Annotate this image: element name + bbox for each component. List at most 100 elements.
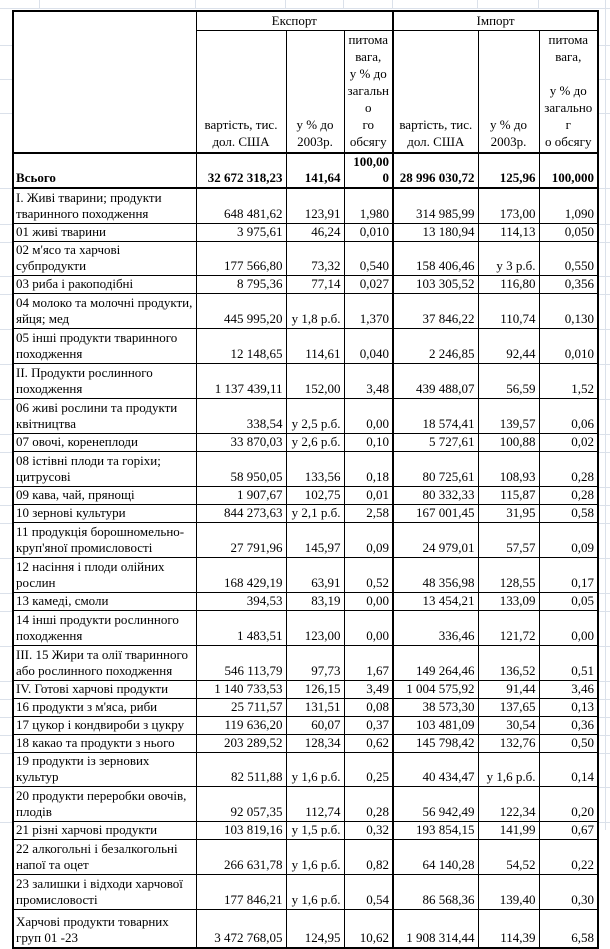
export-value-cell[interactable]: 92 057,35: [195, 786, 287, 822]
export-value-cell[interactable]: 119 636,20: [195, 716, 287, 735]
import-value-cell[interactable]: 314 985,99: [392, 187, 479, 224]
import-pct-cell[interactable]: 100,88: [477, 433, 540, 452]
import-value-cell[interactable]: 86 568,36: [392, 874, 479, 910]
import-value-cell[interactable]: 64 140,28: [392, 839, 479, 875]
import-share-cell[interactable]: 0,22: [538, 839, 599, 875]
import-value-cell[interactable]: 145 798,42: [392, 734, 479, 753]
export-share-cell[interactable]: 2,58: [343, 504, 394, 523]
import-share-cell[interactable]: 0,02: [538, 433, 599, 452]
export-share-cell[interactable]: 0,00: [343, 610, 394, 646]
row-label-cell[interactable]: 12 насіння і плоди олійних рослин: [12, 557, 197, 593]
export-value-header[interactable]: вартість, тис. дол. США: [195, 30, 287, 154]
export-share-cell[interactable]: 1,980: [343, 187, 394, 224]
export-value-cell[interactable]: 58 950,05: [195, 451, 287, 487]
export-pct-cell[interactable]: 114,61: [285, 328, 345, 364]
export-share-cell[interactable]: 0,18: [343, 451, 394, 487]
import-value-cell[interactable]: 56 942,49: [392, 786, 479, 822]
import-share-cell[interactable]: 1,52: [538, 363, 599, 399]
row-label-cell[interactable]: 02 м'ясо та харчові субпродукти: [12, 241, 197, 276]
corner-cell[interactable]: [12, 10, 197, 154]
export-pct-cell[interactable]: у 1,5 р.б.: [285, 821, 345, 840]
export-pct-cell[interactable]: 128,34: [285, 734, 345, 753]
export-pct-header[interactable]: у % до 2003р.: [285, 30, 345, 154]
import-value-cell[interactable]: 28 996 030,72: [392, 152, 479, 189]
export-value-cell[interactable]: 168 429,19: [195, 557, 287, 593]
export-value-cell[interactable]: 844 273,63: [195, 504, 287, 523]
row-label-cell[interactable]: 04 молоко та молочні продукти, яйця; мед: [12, 293, 197, 329]
export-value-cell[interactable]: 338,54: [195, 398, 287, 434]
import-pct-cell[interactable]: 31,95: [477, 504, 540, 523]
export-pct-cell[interactable]: у 1,6 р.б.: [285, 839, 345, 875]
import-pct-cell[interactable]: 173,00: [477, 187, 540, 224]
export-pct-cell[interactable]: 83,19: [285, 592, 345, 611]
row-label-cell[interactable]: 16 продукти з м'яса, риби: [12, 698, 197, 717]
export-share-cell[interactable]: 0,00: [343, 398, 394, 434]
row-label-cell[interactable]: 10 зернові культури: [12, 504, 197, 523]
import-pct-cell[interactable]: 121,72: [477, 610, 540, 646]
export-pct-cell[interactable]: 63,91: [285, 557, 345, 593]
row-label-cell[interactable]: II. Продукти рослинного походження: [12, 363, 197, 399]
import-value-cell[interactable]: 80 725,61: [392, 451, 479, 487]
export-share-cell[interactable]: 0,01: [343, 486, 394, 505]
export-pct-cell[interactable]: у 2,1 р.б.: [285, 504, 345, 523]
row-label-cell[interactable]: 19 продукти із зернових культур: [12, 752, 197, 787]
import-value-cell[interactable]: 40 434,47: [392, 752, 479, 787]
export-share-cell[interactable]: 100,000: [343, 152, 394, 189]
import-value-header[interactable]: вартість, тис. дол. США: [392, 30, 479, 154]
import-pct-cell[interactable]: 114,13: [477, 223, 540, 242]
row-label-cell[interactable]: Харчові продукти товарних груп 01 -23: [12, 909, 197, 949]
import-share-cell[interactable]: 0,00: [538, 610, 599, 646]
export-share-cell[interactable]: 3,48: [343, 363, 394, 399]
export-value-cell[interactable]: 266 631,78: [195, 839, 287, 875]
export-value-cell[interactable]: 25 711,57: [195, 698, 287, 717]
export-pct-cell[interactable]: 126,15: [285, 680, 345, 699]
export-share-cell[interactable]: 0,37: [343, 716, 394, 735]
export-pct-cell[interactable]: 145,97: [285, 522, 345, 558]
import-share-cell[interactable]: 0,28: [538, 451, 599, 487]
export-value-cell[interactable]: 12 148,65: [195, 328, 287, 364]
export-value-cell[interactable]: 33 870,03: [195, 433, 287, 452]
row-label-cell[interactable]: 17 цукор і кондвироби з цукру: [12, 716, 197, 735]
import-value-cell[interactable]: 38 573,30: [392, 698, 479, 717]
import-pct-cell[interactable]: 92,44: [477, 328, 540, 364]
import-share-cell[interactable]: 0,050: [538, 223, 599, 242]
import-group-header[interactable]: Імпорт: [392, 10, 599, 31]
import-share-cell[interactable]: 0,130: [538, 293, 599, 329]
export-value-cell[interactable]: 203 289,52: [195, 734, 287, 753]
row-label-cell[interactable]: 07 овочі, коренеплоди: [12, 433, 197, 452]
row-label-cell[interactable]: 21 різні харчові продукти: [12, 821, 197, 840]
import-value-cell[interactable]: 336,46: [392, 610, 479, 646]
import-value-cell[interactable]: 13 180,94: [392, 223, 479, 242]
import-pct-cell[interactable]: 132,76: [477, 734, 540, 753]
export-pct-cell[interactable]: 131,51: [285, 698, 345, 717]
import-share-cell[interactable]: 0,58: [538, 504, 599, 523]
export-share-cell[interactable]: 0,82: [343, 839, 394, 875]
import-value-cell[interactable]: 1 004 575,92: [392, 680, 479, 699]
export-share-cell[interactable]: 0,32: [343, 821, 394, 840]
export-pct-cell[interactable]: 123,91: [285, 187, 345, 224]
import-share-cell[interactable]: 0,51: [538, 645, 599, 681]
import-pct-cell[interactable]: 91,44: [477, 680, 540, 699]
export-share-cell[interactable]: 0,08: [343, 698, 394, 717]
import-share-header[interactable]: питома вага, у % до загальног о обсягу: [538, 30, 599, 154]
import-pct-cell[interactable]: 122,34: [477, 786, 540, 822]
export-share-cell[interactable]: 0,040: [343, 328, 394, 364]
export-value-cell[interactable]: 8 795,36: [195, 275, 287, 294]
export-value-cell[interactable]: 1 907,67: [195, 486, 287, 505]
row-label-cell[interactable]: 11 продукція борошномельно-круп'яної про…: [12, 522, 197, 558]
import-value-cell[interactable]: 103 481,09: [392, 716, 479, 735]
import-value-cell[interactable]: 2 246,85: [392, 328, 479, 364]
row-label-cell[interactable]: 22 алкогольні і безалкогольні напої та о…: [12, 839, 197, 875]
export-share-cell[interactable]: 0,10: [343, 433, 394, 452]
import-share-cell[interactable]: 0,13: [538, 698, 599, 717]
import-share-cell[interactable]: 0,17: [538, 557, 599, 593]
import-value-cell[interactable]: 149 264,46: [392, 645, 479, 681]
export-share-cell[interactable]: 1,370: [343, 293, 394, 329]
export-value-cell[interactable]: 394,53: [195, 592, 287, 611]
export-pct-cell[interactable]: 124,95: [285, 909, 345, 949]
export-share-cell[interactable]: 0,54: [343, 874, 394, 910]
import-share-cell[interactable]: 0,30: [538, 874, 599, 910]
row-label-cell[interactable]: 23 залишки і відходи харчової промислово…: [12, 874, 197, 910]
export-pct-cell[interactable]: у 2,6 р.б.: [285, 433, 345, 452]
row-label-cell[interactable]: IV. Готові харчові продукти: [12, 680, 197, 699]
